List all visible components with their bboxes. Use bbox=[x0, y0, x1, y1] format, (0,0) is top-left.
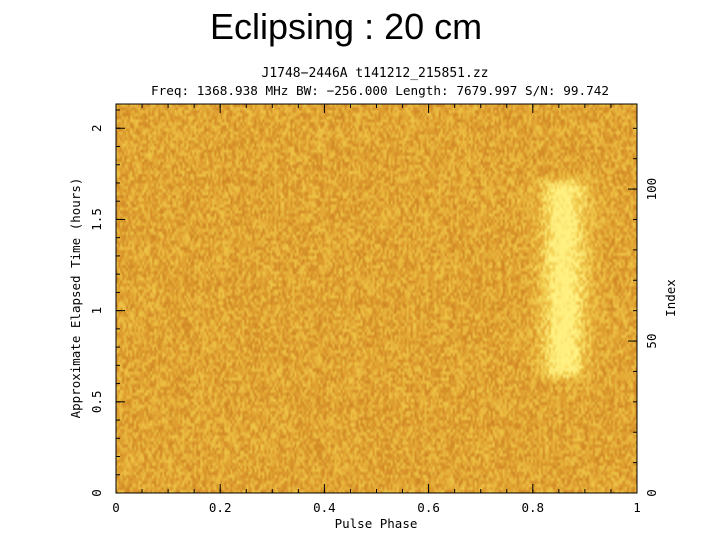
x-tick-label: 1 bbox=[633, 500, 641, 515]
y2-axis-label: Index bbox=[663, 279, 678, 317]
y-tick-label: 2 bbox=[89, 124, 104, 132]
y2-tick-label: 0 bbox=[644, 489, 659, 497]
slide-title: Eclipsing : 20 cm bbox=[210, 6, 483, 47]
x-tick-label: 0.8 bbox=[522, 500, 545, 515]
y-tick-label: 1.5 bbox=[89, 208, 104, 231]
y2-tick-label: 100 bbox=[644, 178, 659, 201]
y-tick-label: 0.5 bbox=[89, 391, 104, 414]
y2-tick-label: 50 bbox=[644, 334, 659, 349]
x-tick-label: 0.6 bbox=[417, 500, 440, 515]
y-axis-label: Approximate Elapsed Time (hours) bbox=[68, 178, 83, 419]
x-tick-label: 0.2 bbox=[209, 500, 232, 515]
chart-title: J1748−2446A t141212_215851.zz bbox=[262, 66, 489, 81]
chart-subtitle: Freq: 1368.938 MHz BW: −256.000 Length: … bbox=[151, 83, 609, 98]
x-axis-label: Pulse Phase bbox=[335, 516, 418, 531]
x-tick-label: 0 bbox=[112, 500, 120, 515]
y-tick-label: 0 bbox=[89, 489, 104, 497]
x-tick-label: 0.4 bbox=[313, 500, 336, 515]
y-tick-label: 1 bbox=[89, 307, 104, 315]
heatmap-image bbox=[116, 104, 637, 493]
